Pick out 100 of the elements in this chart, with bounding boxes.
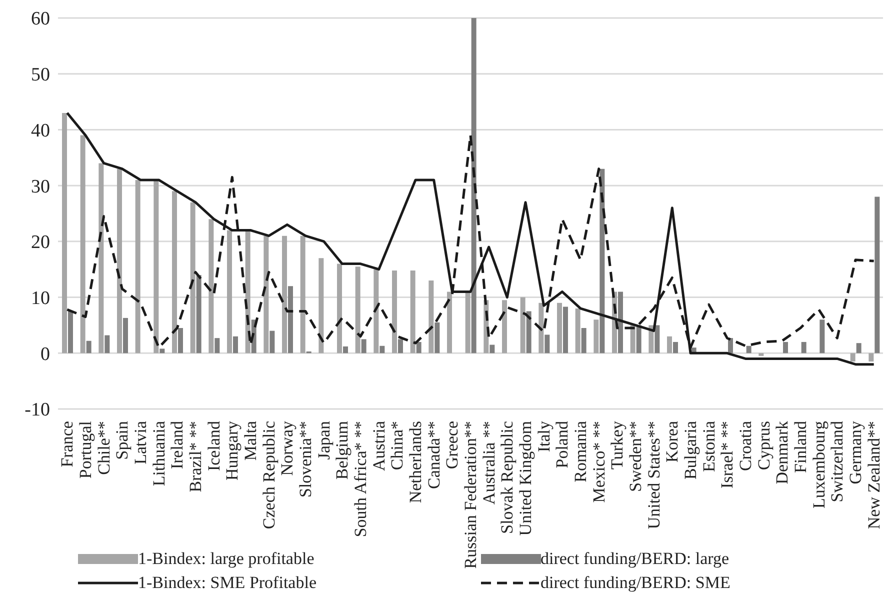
x-tick-label: Slovenia**: [296, 421, 315, 498]
bar: [465, 292, 470, 354]
bar: [538, 302, 544, 354]
bar: [80, 135, 86, 354]
x-tick-label: Canada**: [424, 421, 444, 489]
bar: [428, 280, 434, 354]
x-tick-label: Russian Federation**: [461, 421, 480, 569]
bar: [123, 318, 128, 354]
bar: [227, 230, 232, 354]
y-tick-label: -10: [24, 400, 50, 421]
x-tick-label: Portugal: [76, 420, 95, 479]
x-tick-label: United Kingdom: [516, 421, 535, 536]
x-tick-label: Hungary: [222, 420, 242, 480]
bar: [270, 330, 275, 354]
y-tick-label: 30: [31, 176, 50, 198]
bar: [62, 112, 67, 354]
x-tick-label: Italy: [534, 420, 554, 452]
bar: [673, 342, 678, 354]
bar: [68, 311, 73, 354]
bar: [300, 236, 306, 354]
bar: [490, 344, 495, 354]
bar: [654, 325, 660, 354]
bar: [190, 202, 196, 354]
bar: [856, 343, 862, 354]
bar: [581, 328, 586, 354]
bar: [728, 338, 733, 354]
bar: [636, 325, 642, 354]
x-tick-label: Austria: [369, 420, 388, 472]
bar: [117, 168, 122, 354]
bar: [502, 300, 507, 354]
bar: [667, 336, 672, 354]
x-tick-label: China*: [388, 421, 407, 470]
x-tick-label: Romania: [571, 420, 590, 482]
y-tick-label: 40: [31, 120, 50, 142]
bar: [544, 334, 550, 354]
x-tick-label: Malta: [241, 420, 260, 461]
x-tick-label: Poland: [552, 420, 572, 468]
x-tick-label: Ireland: [168, 420, 187, 470]
bar: [575, 308, 580, 354]
x-tick-label: Latvia: [131, 420, 150, 464]
bar: [471, 18, 476, 354]
x-tick-label: Japan: [314, 420, 334, 460]
x-tick-label: France: [58, 421, 77, 468]
bar: [630, 325, 636, 354]
bar: [410, 270, 416, 354]
bar: [361, 339, 366, 354]
bar: [264, 236, 269, 354]
x-tick-label: Chile**: [94, 421, 114, 475]
x-tick-label: Mexico* **: [589, 421, 608, 503]
bar: [594, 320, 599, 354]
line-series: [66, 112, 876, 366]
bar: [104, 335, 110, 354]
bar: [557, 302, 562, 354]
bar: [196, 274, 202, 354]
bar: [618, 292, 623, 354]
bar: [416, 342, 422, 354]
bar: [874, 196, 880, 354]
bar: [337, 264, 342, 354]
x-tick-label: Slovak Republic: [498, 420, 517, 534]
bar: [178, 328, 183, 354]
bar: [355, 266, 360, 354]
bar: [374, 269, 379, 354]
bar: [172, 191, 177, 354]
y-tick-label: 60: [31, 8, 50, 30]
bar: [288, 286, 293, 354]
x-tick-label: Estonia: [699, 420, 718, 472]
bar: [783, 342, 788, 354]
x-tick-label: Greece: [442, 421, 462, 470]
x-tick-label: Belgium: [332, 421, 352, 480]
x-tick-label: Germany: [846, 420, 865, 484]
x-tick-label: Croatia: [736, 420, 755, 472]
x-tick-label: Luxembourg: [809, 420, 828, 509]
bar: [86, 340, 92, 354]
x-tick-label: Bulgaria: [681, 420, 700, 480]
bar: [850, 353, 856, 362]
bar: [154, 180, 159, 354]
bar: [820, 320, 825, 354]
legend-label: 1-Bindex: large profitable: [138, 549, 314, 569]
x-tick-label: Australia **: [479, 421, 498, 505]
bar: [318, 258, 324, 354]
x-tick-label: Norway: [278, 420, 297, 476]
bar: [526, 311, 532, 354]
x-tick-label: Cyprus: [754, 421, 774, 470]
x-tick-label: Netherlands: [406, 421, 425, 504]
bar: [801, 342, 806, 354]
legend-label: direct funding/BERD: SME: [540, 573, 730, 593]
x-tick-label: Lithuania: [149, 420, 168, 486]
x-tick-label: Brazil* **: [186, 421, 205, 492]
x-tick-label: Iceland: [204, 420, 224, 472]
bar: [520, 297, 526, 354]
bar: [98, 163, 104, 354]
x-tick-label: New Zealand**: [864, 421, 884, 530]
x-tick-label: Israel* **: [718, 421, 737, 489]
bar: [600, 168, 605, 354]
bar: [208, 219, 214, 354]
legend-label: 1-Bindex: SME Profitable: [138, 573, 316, 593]
bar: [160, 348, 165, 354]
bar: [233, 336, 238, 354]
x-tick-label: United States**: [644, 421, 664, 530]
x-tick-label: Turkey: [608, 420, 627, 470]
